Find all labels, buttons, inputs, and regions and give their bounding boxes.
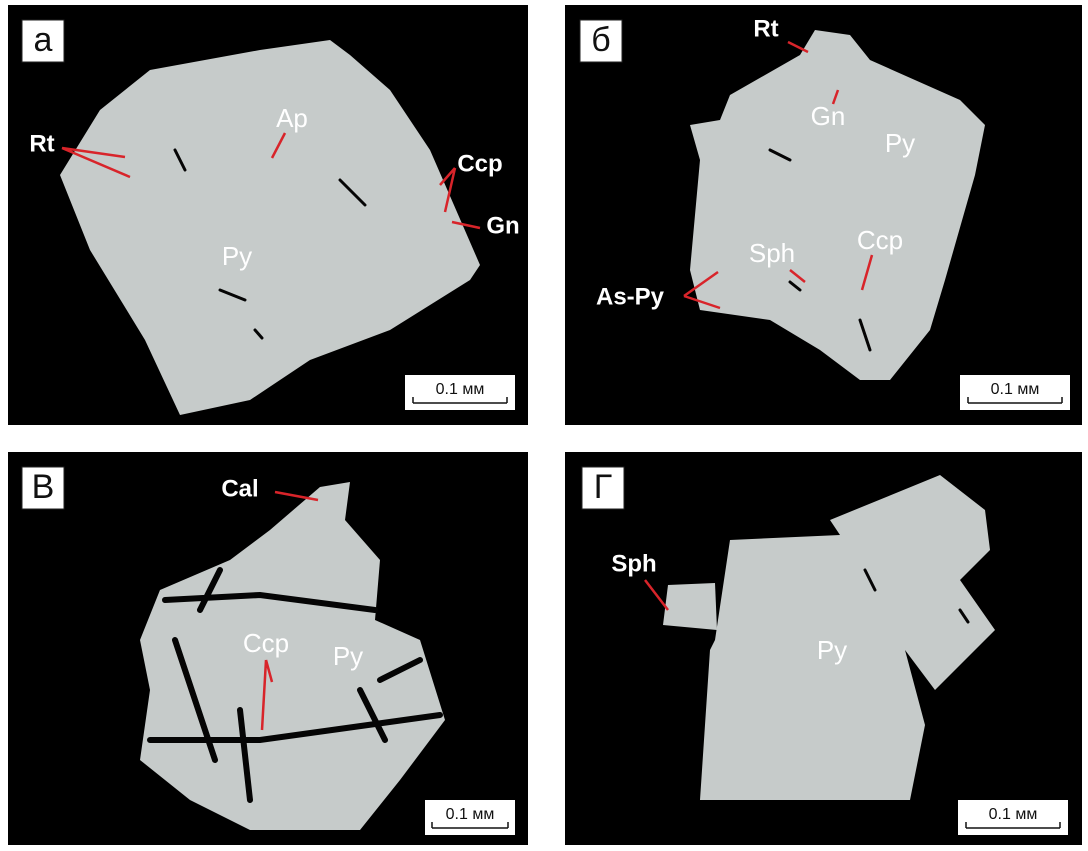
mineral-label: Ap [276,103,308,133]
mineral-label: Sph [749,238,795,268]
mineral-label: Py [817,635,847,665]
mineral-label: Py [222,241,252,271]
mineral-label: Py [333,641,363,671]
mineral-label: Rt [29,130,54,157]
panel-a: а Rt Ap Ccp Gn Py 0.1 мм [8,5,528,425]
scale-bar-label: 0.1 мм [436,381,485,398]
mineral-label: As-Py [596,283,665,310]
panel-letter: Г [594,468,612,506]
panel-letter: б [591,21,610,59]
scale-bar-label: 0.1 мм [991,381,1040,398]
mineral-label: Ccp [457,150,502,177]
figure: а Rt Ap Ccp Gn Py 0.1 мм б Rt Gn Py Sph … [0,0,1088,851]
panel-d: Г Sph Py 0.1 мм [565,452,1082,845]
scale-bar-label: 0.1 мм [446,806,495,823]
mineral-label: Py [885,128,915,158]
mineral-label: Ccp [243,628,289,658]
panel-c: В Cal Ccp Py 0.1 мм [8,452,528,845]
mineral-label: Cal [221,475,258,502]
mineral-label: Rt [753,15,778,42]
panel-letter: В [32,468,55,506]
mineral-label: Gn [486,212,519,239]
mineral-label: Gn [811,101,846,131]
grain [663,583,717,630]
panel-b: б Rt Gn Py Sph Ccp As-Py 0.1 мм [565,5,1082,425]
scale-bar-label: 0.1 мм [989,806,1038,823]
mineral-label: Sph [611,550,656,577]
panel-letter: а [34,21,53,59]
mineral-label: Ccp [857,225,903,255]
